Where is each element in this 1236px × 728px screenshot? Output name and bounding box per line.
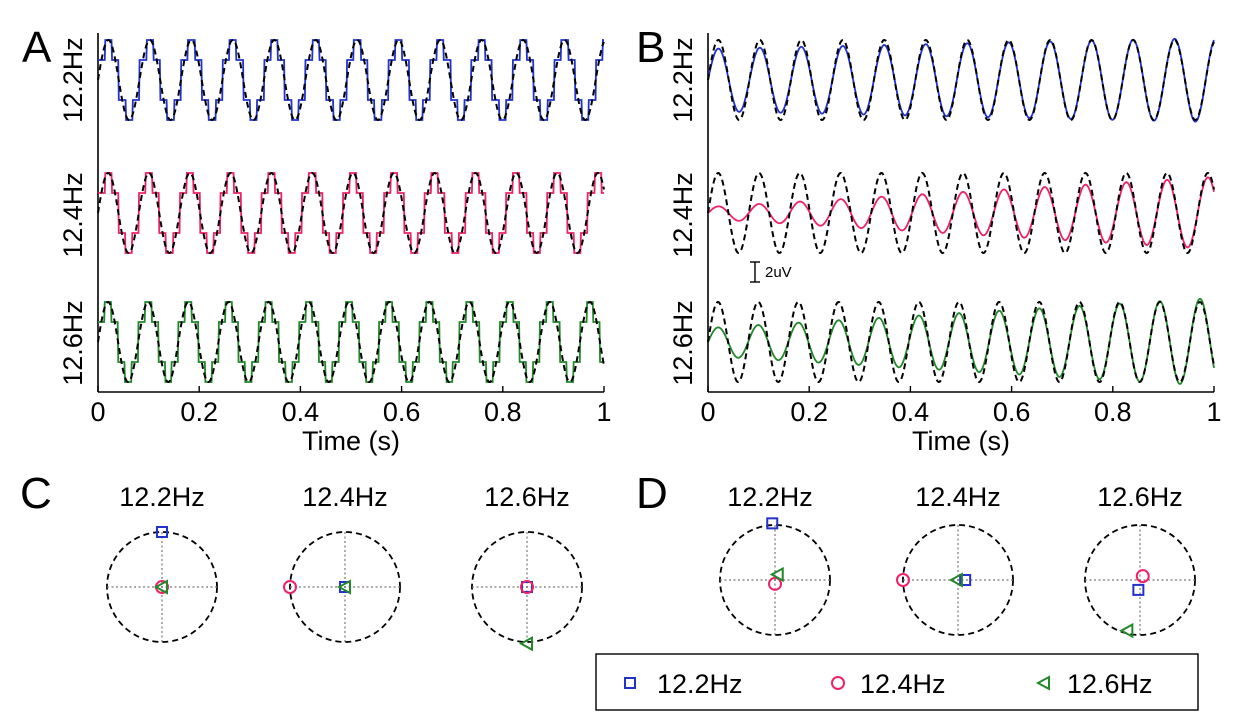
panel-b-x-tick-label: 0.4: [892, 397, 930, 427]
panel-b-signal-12-6hz: [707, 297, 1215, 385]
panel-d-phase-plots: 12.2Hz 12.4Hz 12.6Hz: [719, 482, 1196, 639]
panel-d-point-12-2hz: [1132, 583, 1145, 596]
panel-d-point-12-6hz: [769, 566, 784, 583]
panel-b-x-label: Time (s): [912, 426, 1010, 456]
panel-a-x-tick-label: 0.2: [180, 397, 218, 427]
panel-a-row-label-1: 12.2Hz: [58, 37, 88, 123]
panel-d-title-2: 12.4Hz: [915, 482, 1001, 512]
panel-d-point-12-2hz: [766, 517, 779, 530]
scale-bar: 2uV: [750, 261, 792, 283]
panel-b-x-tick-label: 0.6: [993, 397, 1031, 427]
panel-a-reference-12-2hz: [97, 38, 605, 122]
legend-label-3: 12.6Hz: [1067, 669, 1153, 699]
panel-b-traces: [707, 37, 1215, 385]
panel-c-plots: [106, 526, 583, 652]
legend: 12.2Hz 12.4Hz 12.6Hz: [595, 653, 1199, 711]
panel-a-row-label-2: 12.4Hz: [58, 172, 88, 258]
legend-marker-12-2hz: [624, 677, 636, 689]
panel-a-x-tick-label: 0: [90, 397, 105, 427]
panel-a-reference-12-6hz: [97, 300, 605, 384]
panel-c-point-12-6hz: [518, 635, 533, 652]
panel-a-signal-12-6hz: [98, 301, 604, 383]
panel-a-signal-12-2hz: [98, 39, 604, 121]
panel-c-point-12-6hz: [336, 579, 351, 595]
panel-b-x-tick-label: 0.8: [1094, 397, 1132, 427]
panel-b-ticks: 0 0.2 0.4 0.6 0.8 1: [700, 386, 1222, 427]
panel-d-point-12-2hz: [959, 574, 972, 586]
panel-b-x-tick-label: 0: [700, 397, 715, 427]
panel-c-title-1: 12.2Hz: [119, 482, 205, 512]
panel-d-title-3: 12.6Hz: [1097, 482, 1183, 512]
panel-b-x-tick-label: 1: [1206, 397, 1221, 427]
legend-label-2: 12.4Hz: [860, 669, 946, 699]
panel-c-point-12-2hz: [156, 526, 168, 538]
panel-letter-d: D: [636, 469, 668, 518]
legend-markers: [624, 675, 1050, 691]
panel-d-plots: [719, 517, 1196, 639]
panel-a-time-series: 0 0.2 0.4 0.6 0.8 1 12.2Hz 12.4Hz 12.6Hz Time…: [58, 33, 612, 456]
panel-a-signal-12-4hz: [98, 172, 604, 254]
panel-c-point-12-6hz: [153, 579, 168, 595]
panel-b-row-label-1: 12.2Hz: [668, 37, 698, 123]
panel-letter-a: A: [22, 23, 52, 72]
panel-letter-c: C: [20, 469, 52, 518]
panel-c-phase-plots: 12.2Hz 12.4Hz 12.6Hz: [106, 482, 583, 652]
legend-box: [595, 653, 1199, 711]
panel-b-signal-12-4hz: [707, 176, 1215, 249]
panel-d-point-12-6hz: [948, 572, 963, 588]
panel-d-point-12-4hz: [896, 573, 910, 587]
panel-d-point-12-4hz: [768, 576, 782, 591]
panel-a-reference-12-4hz: [97, 171, 605, 255]
panel-d-title-1: 12.2Hz: [727, 482, 813, 512]
scale-bar-label: 2uV: [765, 264, 792, 281]
panel-a-ticks: 0 0.2 0.4 0.6 0.8 1: [90, 386, 612, 427]
panel-b-reference-12-2hz: [707, 38, 1215, 122]
panel-b-time-series: 0 0.2 0.4 0.6 0.8 1 12.2Hz 12.4Hz 12.6Hz Time…: [668, 33, 1222, 456]
panel-a-x-tick-label: 1: [596, 397, 611, 427]
panel-b-x-tick-label: 0.2: [790, 397, 828, 427]
panel-c-point-12-4hz: [283, 580, 297, 594]
panel-c-point-12-4hz: [520, 580, 534, 594]
panel-a-x-tick-label: 0.6: [383, 397, 421, 427]
panel-c-title-3: 12.6Hz: [484, 482, 570, 512]
panel-d-point-12-6hz: [1119, 622, 1134, 639]
panel-a-traces: [97, 38, 605, 384]
panel-b-row-label-2: 12.4Hz: [668, 172, 698, 258]
legend-marker-12-6hz: [1035, 675, 1050, 691]
legend-label-1: 12.2Hz: [657, 669, 743, 699]
legend-marker-12-4hz: [831, 676, 845, 690]
panel-a-x-tick-label: 0.8: [484, 397, 522, 427]
panel-c-title-2: 12.4Hz: [302, 482, 388, 512]
panel-b-reference-12-4hz: [707, 171, 1215, 255]
panel-a-x-label: Time (s): [302, 426, 400, 456]
panel-a-x-tick-label: 0.4: [282, 397, 320, 427]
panel-a-row-label-3: 12.6Hz: [58, 300, 88, 386]
panel-b-row-label-3: 12.6Hz: [668, 300, 698, 386]
panel-d-point-12-4hz: [1135, 569, 1150, 584]
panel-b-reference-12-6hz: [707, 300, 1215, 384]
panel-letter-b: B: [636, 23, 665, 72]
